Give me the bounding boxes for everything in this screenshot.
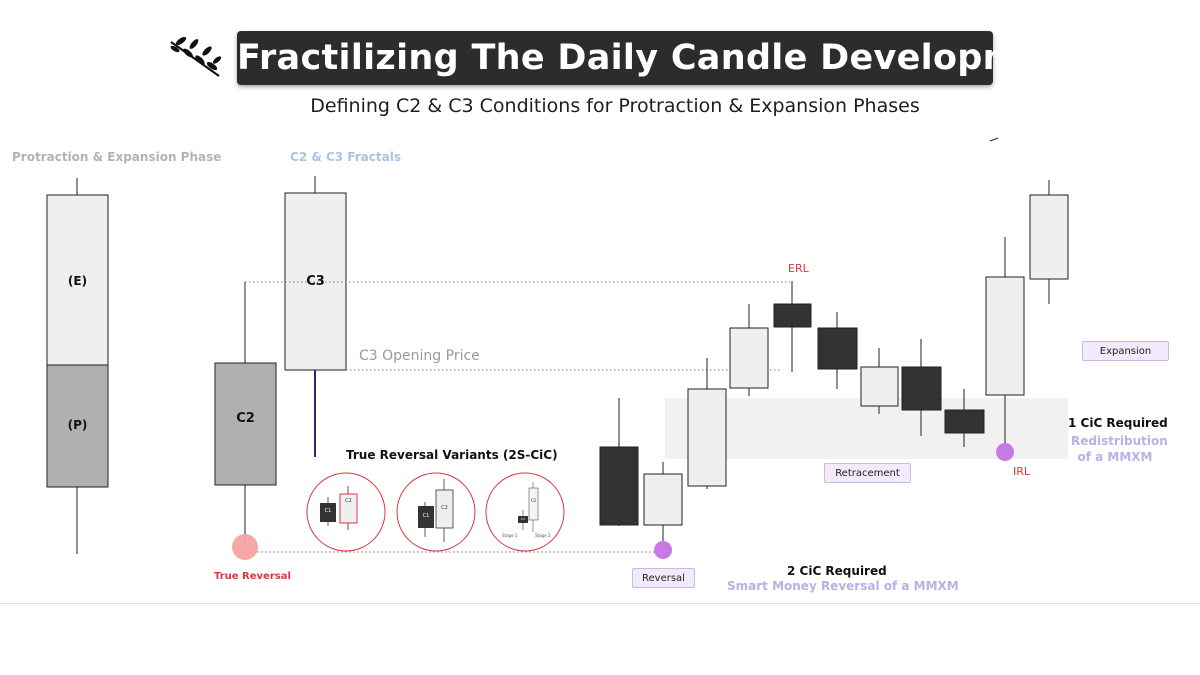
- variant-3: [485, 472, 565, 552]
- cic1-title: 1 CiC Required: [1068, 416, 1168, 430]
- erl-label: ERL: [788, 262, 809, 275]
- reference-lines: [245, 281, 790, 553]
- cic1-subtitle-line1: Redistribution: [1071, 434, 1168, 448]
- variant1-c2-label: C2: [345, 498, 352, 504]
- phase-section-label: Protraction & Expansion Phase: [12, 150, 222, 164]
- variant2-c2-label: C2: [441, 505, 448, 511]
- variant3-stage2-label: Stage 2: [535, 533, 551, 538]
- true-reversal-marker: [232, 534, 258, 560]
- footer-divider: [0, 603, 1200, 604]
- c3-label: C3: [306, 274, 325, 289]
- variant3-c1-label: C1: [520, 517, 525, 521]
- page-title: Fractilizing The Daily Candle Developmen…: [237, 31, 1085, 85]
- retracement-tag: Retracement: [824, 463, 911, 483]
- irl-label: IRL: [1013, 465, 1031, 478]
- variant1-c1-label: C1: [324, 508, 332, 514]
- variant3-stage1-label: Stage 1: [502, 533, 518, 538]
- price-candles: [599, 180, 1069, 549]
- irl-marker: [996, 443, 1014, 461]
- cic1-subtitle-line2: of a MMXM: [1077, 450, 1153, 464]
- expansion-phase-label: (E): [67, 274, 88, 288]
- leaf-branch-icon: [170, 36, 222, 77]
- expansion-tag: Expansion: [1082, 341, 1169, 361]
- variant2-c1-label: C1: [422, 513, 430, 519]
- variant3-c2-label: C2: [530, 498, 537, 503]
- reversal-tag: Reversal: [632, 568, 695, 588]
- cic2-title: 2 CiC Required: [787, 564, 887, 578]
- phase-candle: [46, 178, 109, 554]
- reversal-marker: [654, 541, 672, 559]
- variant-1: [306, 472, 386, 552]
- protraction-phase-label: (P): [67, 418, 88, 432]
- page-subtitle: Defining C2 & C3 Conditions for Protract…: [310, 95, 920, 117]
- variants-title: True Reversal Variants (2S-CiC): [346, 448, 558, 462]
- cic2-subtitle: Smart Money Reversal of a MMXM: [727, 579, 959, 593]
- variant-2: [396, 472, 476, 552]
- c2-label: C2: [236, 411, 255, 426]
- true-reversal-label: True Reversal: [214, 571, 291, 582]
- c3-opening-price-label: C3 Opening Price: [359, 348, 480, 364]
- fractals-section-label: C2 & C3 Fractals: [290, 150, 401, 164]
